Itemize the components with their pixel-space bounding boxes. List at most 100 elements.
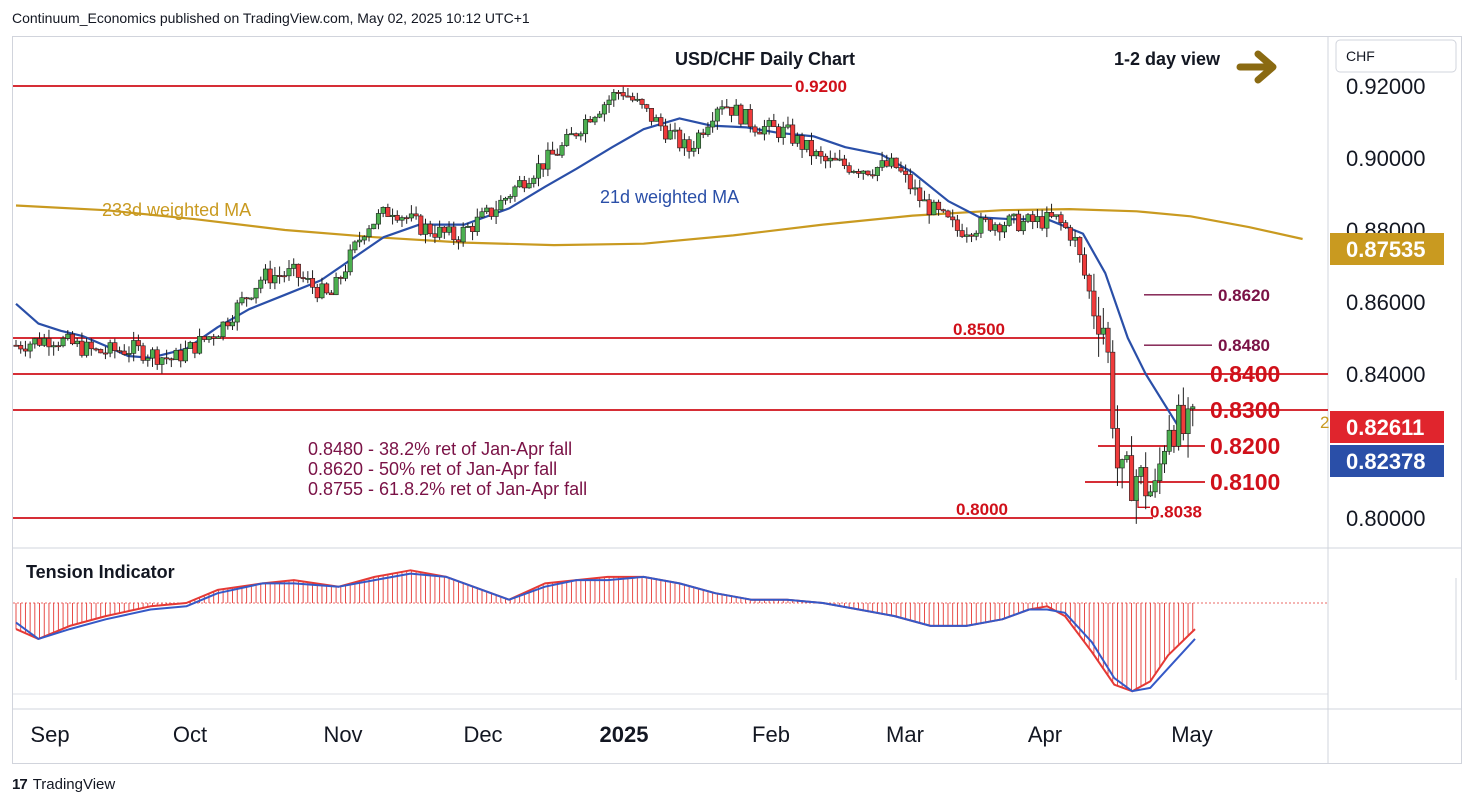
tension-indicator-pane[interactable]: Tension Indicator (13, 562, 1457, 695)
fib-note: 0.8620 - 50% ret of Jan-Apr fall (308, 459, 557, 479)
candle-body (903, 170, 909, 175)
candle-body (601, 104, 607, 115)
candle (606, 95, 612, 113)
candle-body (126, 353, 132, 355)
indicator-title: Tension Indicator (26, 562, 175, 582)
candle (559, 142, 565, 158)
candle (51, 341, 57, 356)
candle-body (465, 226, 471, 228)
candle (1133, 469, 1139, 524)
time-tick: Feb (752, 722, 790, 747)
candle (837, 149, 843, 162)
candle (328, 290, 334, 296)
candle (272, 267, 278, 290)
candle-body (921, 199, 927, 202)
candle (399, 215, 405, 227)
candle (253, 287, 259, 304)
candle-body (333, 277, 339, 296)
candle-body (611, 92, 617, 101)
candle (488, 207, 494, 220)
candle-body (178, 349, 184, 362)
candle-body (18, 345, 24, 350)
time-tick: Oct (173, 722, 207, 747)
candle (474, 208, 480, 236)
candle-body (573, 133, 579, 137)
level-label: 0.8000 (956, 500, 1008, 519)
candle (898, 161, 904, 173)
candle (846, 162, 852, 175)
candle-body (630, 96, 636, 101)
candle-body (488, 207, 494, 217)
candle (677, 127, 683, 152)
price-badge: 0.82378 (1330, 445, 1444, 477)
candle-body (512, 186, 518, 197)
price-axis[interactable]: CHF0.920000.900000.880000.860000.840000.… (1330, 39, 1457, 531)
price-badge-bg (1330, 411, 1444, 443)
cut-label: 2 (1320, 413, 1329, 432)
candle (427, 220, 433, 237)
time-axis[interactable]: Sep Oct Nov Dec 2025 Feb Mar Apr May (30, 722, 1212, 747)
candle (874, 166, 880, 182)
candle-body (917, 187, 923, 202)
candle-body (535, 163, 541, 179)
support-resistance-lines[interactable]: 0.9200 0.8500 0.8400 0.8300 0.8200 0.8100 0.80… (13, 77, 1328, 521)
candle-body (507, 196, 513, 199)
candle (691, 140, 697, 157)
candle (1072, 230, 1078, 248)
candle (470, 222, 476, 241)
candle (234, 299, 240, 331)
candle-body (22, 348, 28, 352)
candle (790, 118, 796, 147)
candle (1025, 213, 1031, 224)
candle-body (808, 140, 814, 157)
candle-body (1096, 315, 1102, 335)
candle (724, 99, 730, 109)
candle-body (361, 236, 367, 241)
candle-body (926, 199, 932, 216)
candle-body (898, 167, 904, 172)
candle-body (225, 321, 231, 327)
ma21-line[interactable] (15, 117, 1183, 433)
candle-body (394, 214, 400, 221)
chart-separators (13, 37, 1461, 763)
candle (597, 110, 603, 119)
candle-body (554, 153, 560, 156)
candle (390, 208, 396, 225)
candle (352, 240, 358, 254)
candle (140, 342, 146, 364)
candle-body (145, 357, 151, 361)
ma21-label: 21d weighted MA (600, 187, 739, 207)
candle-body (1133, 476, 1139, 501)
candle (333, 272, 339, 296)
price-tick: 0.86000 (1346, 290, 1426, 315)
candles[interactable] (13, 86, 1196, 524)
candle-body (168, 358, 174, 361)
candle-body (1039, 216, 1045, 229)
candle-body (578, 133, 584, 137)
candle (380, 206, 386, 218)
candle (931, 199, 937, 216)
candle-body (1162, 451, 1168, 465)
candle-body (931, 201, 937, 216)
candle-body (197, 336, 203, 354)
candle-body (865, 170, 871, 176)
candle-body (1006, 215, 1012, 226)
candle (672, 122, 678, 140)
candle (1171, 425, 1177, 453)
price-badge-label: 0.82378 (1346, 449, 1426, 474)
candle (32, 337, 38, 349)
candle (248, 297, 254, 301)
candle-body (262, 268, 268, 281)
candle-body (93, 348, 99, 351)
ma233-line[interactable] (15, 204, 1303, 247)
candle-body (470, 226, 476, 232)
candle-body (705, 126, 711, 135)
candle (521, 175, 527, 193)
candle (1114, 405, 1120, 486)
tradingview-brand[interactable]: 17 TradingView (12, 776, 115, 793)
candle (1044, 206, 1050, 238)
candle (479, 207, 485, 218)
candle (507, 194, 513, 204)
candle (926, 193, 932, 224)
candle (258, 276, 264, 294)
